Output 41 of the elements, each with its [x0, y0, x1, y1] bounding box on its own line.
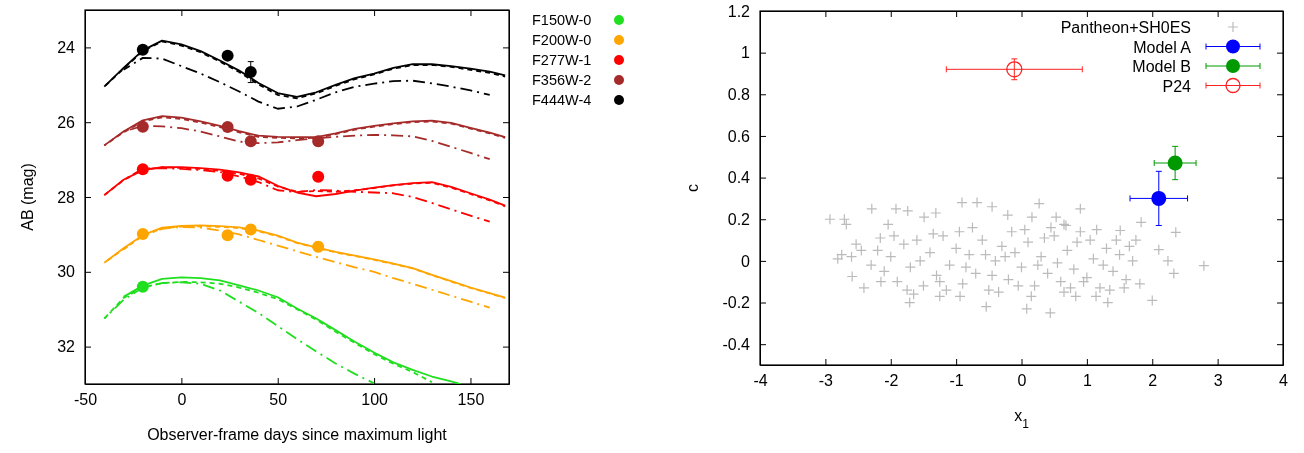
x-tick-label: 150	[457, 391, 485, 409]
legend-label: F444W-4	[532, 92, 592, 108]
x-tick-label: -2	[884, 372, 899, 390]
x-tick-label: 100	[361, 391, 389, 409]
legend-label: Model A	[1133, 38, 1192, 56]
x-axis-title: x$_{1}$	[1014, 407, 1030, 431]
y-tick-label: 1.2	[727, 2, 751, 20]
legend-label: Pantheon+SH0ES	[1060, 19, 1191, 36]
y-tick-label: 0.6	[727, 127, 751, 145]
y-tick-label: -0.4	[722, 335, 751, 353]
y-tick-label: 0.4	[727, 169, 751, 187]
legend-label: P24	[1162, 77, 1192, 95]
legend-label: F356W-2	[532, 72, 592, 88]
y-tick-label: 32	[57, 338, 76, 356]
y-tick-label: -0.2	[722, 294, 751, 312]
x-tick-label: 0	[177, 391, 187, 409]
y-tick-label: 28	[57, 188, 76, 206]
x-tick-label: 2	[1148, 372, 1158, 390]
y-axis-title: AB (mag)	[19, 163, 36, 231]
x-tick-label: 1	[1082, 372, 1092, 390]
x-tick-label: -4	[753, 372, 768, 390]
legend-label: F277W-1	[532, 52, 592, 68]
x-tick-label: -1	[949, 372, 964, 390]
x-tick-label: 0	[1017, 372, 1027, 390]
legend-label: F200W-0	[532, 32, 592, 48]
legend-label: F150W-0	[532, 12, 592, 28]
x-axis-title: Observer-frame days since maximum light	[147, 426, 448, 443]
y-tick-label: 1	[741, 44, 751, 62]
y-tick-label: 0	[741, 252, 751, 270]
x-tick-label: 3	[1213, 372, 1223, 390]
y-tick-label: 0.8	[727, 85, 751, 103]
y-tick-label: 24	[57, 39, 76, 57]
y-tick-label: 26	[57, 113, 76, 131]
x-tick-label: -3	[818, 372, 834, 390]
x-tick-label: 4	[1279, 372, 1289, 390]
y-axis-title: c	[684, 184, 701, 192]
y-tick-label: 30	[57, 263, 76, 281]
legend-label: Model B	[1132, 58, 1191, 75]
y-tick-label: 0.2	[727, 210, 751, 228]
x-tick-label: -50	[73, 391, 98, 409]
x-tick-label: 50	[269, 391, 288, 409]
